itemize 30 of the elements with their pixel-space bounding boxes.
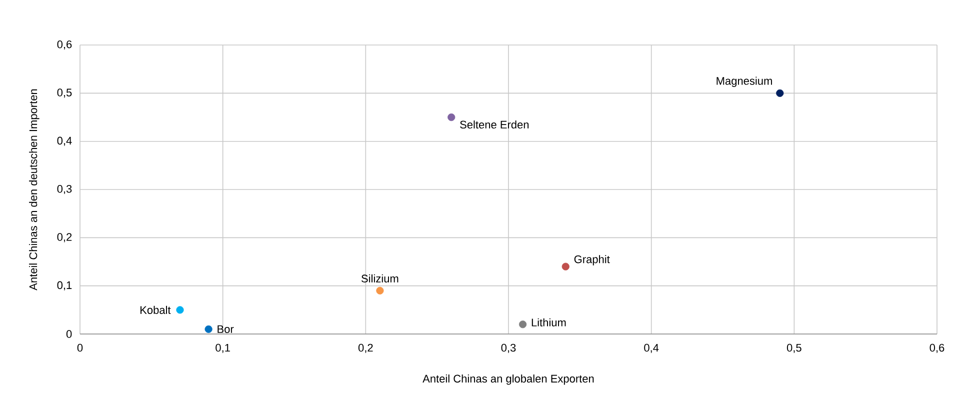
point <box>518 320 527 328</box>
y-tick-label: 0,2 <box>57 233 72 242</box>
point <box>448 113 456 122</box>
y-tick-label: 0 <box>66 330 72 338</box>
x-tick-label: 0,1 <box>216 344 230 353</box>
y-tick-label: 0,3 <box>57 184 72 194</box>
y-tick-label: 0,1 <box>57 281 72 290</box>
y-axis-title: Anteil Chinas an den deutschen Importen <box>29 89 40 290</box>
annotation: Magnesium <box>716 76 772 87</box>
x-tick-label: 0 <box>77 344 83 352</box>
annotation: Seltene Erden <box>460 120 529 129</box>
annotation: Kobalt <box>140 306 171 314</box>
point <box>176 306 184 314</box>
x-tick-label: 0,4 <box>644 344 659 353</box>
x-tick-label: 0,6 <box>930 344 944 353</box>
annotation: Lithium <box>532 318 566 326</box>
point <box>204 325 212 333</box>
point <box>562 262 570 270</box>
x-tick-label: 0,2 <box>358 344 373 353</box>
annotation: Bor <box>218 325 234 334</box>
x-tick-label: 0,3 <box>501 344 516 353</box>
point <box>376 286 384 294</box>
y-tick-label: 0,6 <box>57 40 72 50</box>
point <box>776 89 784 97</box>
x-tick-label: 0,5 <box>786 344 802 353</box>
annotation: Graphit <box>574 255 610 266</box>
y-tick-label: 0,5 <box>57 88 72 98</box>
annotation: Silizium <box>362 274 398 282</box>
x-axis-title: Anteil Chinas an globalen Exporten <box>422 374 594 385</box>
y-tick-label: 0,4 <box>57 136 72 146</box>
